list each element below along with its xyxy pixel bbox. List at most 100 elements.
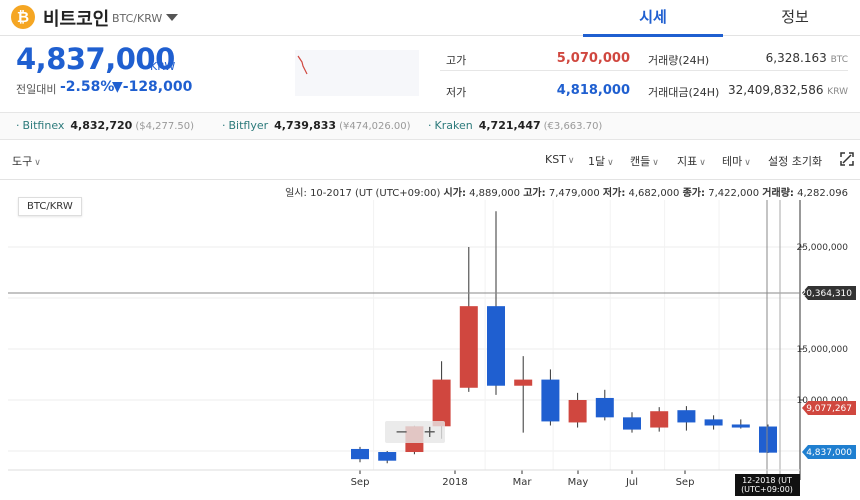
indicator-menu[interactable]: 지표 ∨ xyxy=(677,153,706,169)
zoom-controls: − + xyxy=(385,421,445,443)
candle-body xyxy=(351,448,369,460)
chevron-down-icon: ∨ xyxy=(744,158,751,168)
candle-body xyxy=(677,410,696,423)
x-tick-label: May xyxy=(568,477,589,488)
change-label: 전일대비 xyxy=(16,83,57,96)
crosshair-date-line2: (UTC+09:00) xyxy=(741,485,793,494)
candle-body xyxy=(568,400,587,423)
tab-info[interactable]: 정보 xyxy=(781,8,809,26)
period-menu[interactable]: 1달 ∨ xyxy=(588,153,614,169)
zoom-out-button[interactable]: − xyxy=(395,422,409,441)
x-tick-label: Mar xyxy=(513,477,533,488)
change-percent: -2.58% xyxy=(60,79,115,95)
candle-body xyxy=(514,379,533,386)
timezone-menu[interactable]: KST ∨ xyxy=(545,153,575,166)
header-bar: ₿ 비트코인 BTC/KRW 시세 정보 xyxy=(0,0,860,37)
low-value: 4,818,000 xyxy=(556,83,630,98)
last-price-tag: 4,837,000 xyxy=(802,445,856,459)
ohlc-readout: 일시: 10-2017 (UT (UTC+09:00) 시가: 4,889,00… xyxy=(285,184,848,199)
exchange-name: Kraken xyxy=(434,119,473,132)
exchange-krw: 4,739,833 xyxy=(274,119,337,132)
dot-icon: · xyxy=(16,119,20,132)
candle-body xyxy=(541,379,560,422)
reset-button[interactable]: 설정 초기화 xyxy=(768,155,823,168)
exchange-item[interactable]: · Kraken 4,721,447 (€3,663.70) xyxy=(428,119,602,132)
amount-label: 거래대금(24H) xyxy=(648,86,720,99)
y-tick-label: 15,000,000 xyxy=(796,345,848,355)
reference-price-tag: 9,077,267 xyxy=(802,401,856,415)
open-label: 시가: xyxy=(443,188,466,199)
exchange-name: Bitfinex xyxy=(22,119,65,132)
high-value: 7,479,000 xyxy=(548,188,600,199)
chevron-down-icon: ∨ xyxy=(567,156,575,166)
volume-unit: BTC xyxy=(830,55,848,65)
exchange-name: Bitflyer xyxy=(228,119,269,132)
caret-down-icon[interactable] xyxy=(166,14,178,21)
date-value: 10-2017 (UT (UTC+09:00) xyxy=(310,188,441,199)
amount-number: 32,409,832,586 xyxy=(728,83,824,97)
indicator-label: 지표 xyxy=(677,155,698,168)
tools-menu[interactable]: 도구 ∨ xyxy=(12,153,41,169)
exchange-krw: 4,721,447 xyxy=(478,119,541,132)
chart-pair-label: BTC/KRW xyxy=(18,197,82,216)
exchange-foreign: ($4,277.50) xyxy=(135,121,195,132)
chevron-down-icon: ∨ xyxy=(607,158,614,168)
volume-value: 6,328.163 BTC xyxy=(720,51,848,65)
price-chart[interactable]: 25,000,00015,000,00010,000,00020,364,310… xyxy=(0,180,860,500)
candlestick-chart[interactable]: 25,000,00015,000,00010,000,00020,364,310… xyxy=(0,180,860,500)
high-label: 고가 xyxy=(446,54,467,67)
x-tick-label: Jul xyxy=(625,477,638,488)
low-label: 저가: xyxy=(602,188,626,199)
low-label: 저가 xyxy=(446,86,467,99)
mini-chart xyxy=(295,50,419,96)
pair-selector[interactable]: BTC/KRW xyxy=(112,12,163,25)
exchange-foreign: (€3,663.70) xyxy=(543,121,603,132)
date-label: 일시: xyxy=(285,188,307,199)
crosshair-date-line1: 12-2018 (UT xyxy=(742,476,792,485)
mini-chart-line xyxy=(297,55,308,75)
candle-body xyxy=(731,424,750,428)
svg-text:20,364,310: 20,364,310 xyxy=(800,289,852,299)
candle-body xyxy=(487,306,505,386)
candle-body xyxy=(378,452,397,461)
dot-icon: · xyxy=(222,119,226,132)
chevron-down-icon: ∨ xyxy=(699,158,706,168)
chevron-down-icon: ∨ xyxy=(34,158,41,168)
amount-unit: KRW xyxy=(827,87,848,97)
svg-text:9,077,267: 9,077,267 xyxy=(806,404,852,414)
volume-value: 4,282.096 xyxy=(797,188,848,199)
candle-label: 캔들 xyxy=(630,155,651,168)
svg-text:4,837,000: 4,837,000 xyxy=(806,448,852,458)
high-value: 5,070,000 xyxy=(556,51,630,66)
volume-number: 6,328.163 xyxy=(765,51,827,65)
close-value: 7,422,000 xyxy=(708,188,760,199)
exchange-item[interactable]: · Bitflyer 4,739,833 (¥474,026.00) xyxy=(222,119,411,132)
low-value: 4,682,000 xyxy=(628,188,680,199)
exchange-item[interactable]: · Bitfinex 4,832,720 ($4,277.50) xyxy=(16,119,194,132)
exchange-foreign: (¥474,026.00) xyxy=(339,121,411,132)
zoom-in-button[interactable]: + xyxy=(423,422,437,441)
expand-icon[interactable] xyxy=(840,152,854,166)
stats-divider xyxy=(440,70,848,71)
dot-icon: · xyxy=(428,119,432,132)
theme-menu[interactable]: 테마 ∨ xyxy=(722,153,751,169)
candle-body xyxy=(459,306,478,388)
current-price: 4,837,000 xyxy=(16,42,175,76)
timezone-label: KST xyxy=(545,153,566,166)
bitcoin-icon: ₿ xyxy=(11,5,35,29)
chevron-down-icon: ∨ xyxy=(652,158,659,168)
candle-body xyxy=(759,426,777,453)
candle-body xyxy=(595,397,614,418)
tools-label: 도구 xyxy=(12,155,33,168)
crosshair-price-tag: 20,364,310 xyxy=(800,286,856,300)
candle-menu[interactable]: 캔들 ∨ xyxy=(630,153,659,169)
volume-label: 거래량(24H) xyxy=(648,54,710,67)
candle-body xyxy=(704,419,723,426)
exchange-bar: · Bitfinex 4,832,720 ($4,277.50) · Bitflyer 4… xyxy=(0,112,860,140)
change-amount: ▼-128,000 xyxy=(112,79,193,95)
volume-label: 거래량: xyxy=(762,188,794,199)
exchange-krw: 4,832,720 xyxy=(70,119,133,132)
x-tick-label: 2018 xyxy=(442,477,467,488)
coin-name: 비트코인 xyxy=(43,9,110,30)
tab-price[interactable]: 시세 xyxy=(583,6,723,37)
